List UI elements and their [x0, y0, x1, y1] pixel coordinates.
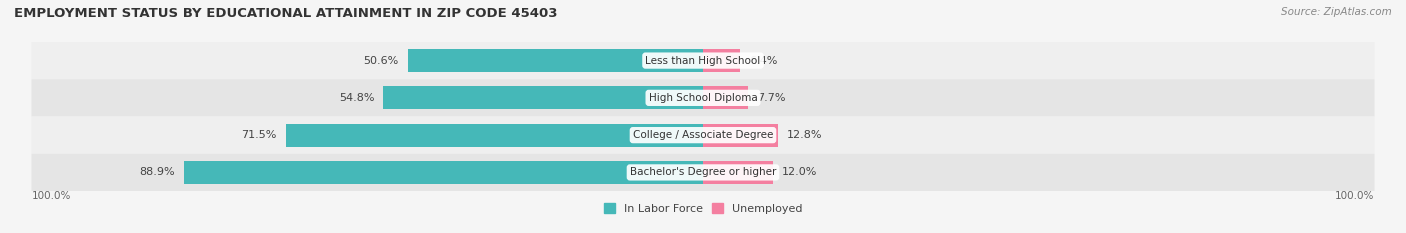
FancyBboxPatch shape: [31, 116, 1375, 154]
Text: Less than High School: Less than High School: [645, 56, 761, 65]
Bar: [703, 123, 778, 147]
Text: 100.0%: 100.0%: [31, 191, 70, 201]
Text: 71.5%: 71.5%: [242, 130, 277, 140]
FancyBboxPatch shape: [31, 42, 1375, 79]
Text: Bachelor's Degree or higher: Bachelor's Degree or higher: [630, 168, 776, 177]
Text: EMPLOYMENT STATUS BY EDUCATIONAL ATTAINMENT IN ZIP CODE 45403: EMPLOYMENT STATUS BY EDUCATIONAL ATTAINM…: [14, 7, 558, 20]
Bar: [285, 123, 703, 147]
Bar: [408, 49, 703, 72]
Text: College / Associate Degree: College / Associate Degree: [633, 130, 773, 140]
Legend: In Labor Force, Unemployed: In Labor Force, Unemployed: [599, 199, 807, 218]
Text: 50.6%: 50.6%: [364, 56, 399, 65]
Bar: [703, 49, 741, 72]
Bar: [184, 161, 703, 184]
Text: 7.7%: 7.7%: [756, 93, 785, 103]
Text: High School Diploma: High School Diploma: [648, 93, 758, 103]
Text: 54.8%: 54.8%: [339, 93, 374, 103]
Text: Source: ZipAtlas.com: Source: ZipAtlas.com: [1281, 7, 1392, 17]
FancyBboxPatch shape: [31, 154, 1375, 191]
Bar: [703, 161, 773, 184]
Text: 100.0%: 100.0%: [1336, 191, 1375, 201]
FancyBboxPatch shape: [31, 79, 1375, 116]
Bar: [703, 86, 748, 110]
Text: 6.4%: 6.4%: [749, 56, 778, 65]
Text: 12.8%: 12.8%: [786, 130, 823, 140]
Text: 88.9%: 88.9%: [139, 168, 176, 177]
Bar: [382, 86, 703, 110]
Text: 12.0%: 12.0%: [782, 168, 817, 177]
